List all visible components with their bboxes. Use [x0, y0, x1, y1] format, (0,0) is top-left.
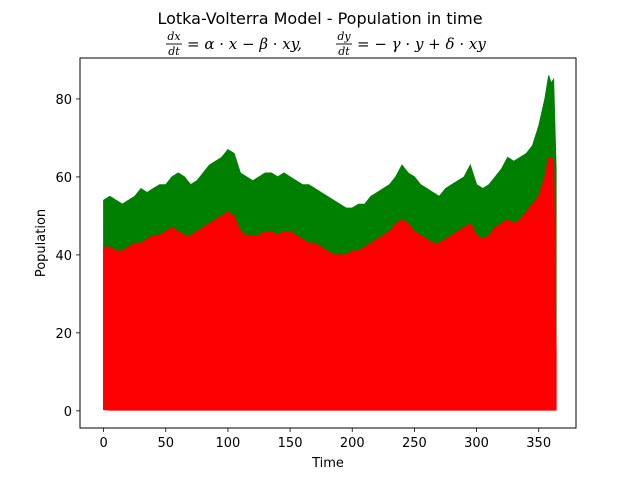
- y-tick-label: 0: [64, 405, 72, 420]
- series-2-band: [103, 156, 557, 411]
- y-tick-label: 40: [55, 249, 72, 264]
- x-tick-label: 0: [99, 436, 107, 451]
- equation-left-denominator: dt: [168, 45, 180, 58]
- y-tick-label: 60: [55, 171, 72, 186]
- x-tick-label: 200: [340, 436, 365, 451]
- series-layer: [103, 75, 557, 411]
- x-axis-ticks: 0 50 100 150 200 250 300 350: [99, 428, 551, 451]
- chart-title: Lotka-Volterra Model - Population in tim…: [157, 9, 482, 28]
- equation-left-rhs: = α · x − β · xy,: [187, 35, 302, 53]
- equation-right: dy dt = − γ · y + δ · xy: [336, 30, 486, 58]
- y-tick-label: 20: [55, 327, 72, 342]
- equation-left-numerator: dx: [167, 30, 181, 43]
- x-tick-label: 50: [158, 436, 175, 451]
- x-tick-label: 300: [464, 436, 489, 451]
- equation-right-denominator: dt: [338, 45, 350, 58]
- x-tick-label: 350: [526, 436, 551, 451]
- x-tick-label: 100: [216, 436, 241, 451]
- x-tick-label: 150: [278, 436, 303, 451]
- y-tick-label: 80: [55, 93, 72, 108]
- plot-frame: [79, 57, 577, 429]
- y-axis-label: Population: [34, 209, 49, 277]
- equation-right-rhs: = − γ · y + δ · xy: [357, 35, 486, 53]
- equation-left: dx dt = α · x − β · xy,: [166, 30, 302, 58]
- y-axis-ticks: 0 20 40 60 80: [55, 93, 80, 420]
- x-tick-label: 250: [402, 436, 427, 451]
- x-axis-label: Time: [311, 456, 344, 471]
- equation-right-numerator: dy: [337, 30, 351, 43]
